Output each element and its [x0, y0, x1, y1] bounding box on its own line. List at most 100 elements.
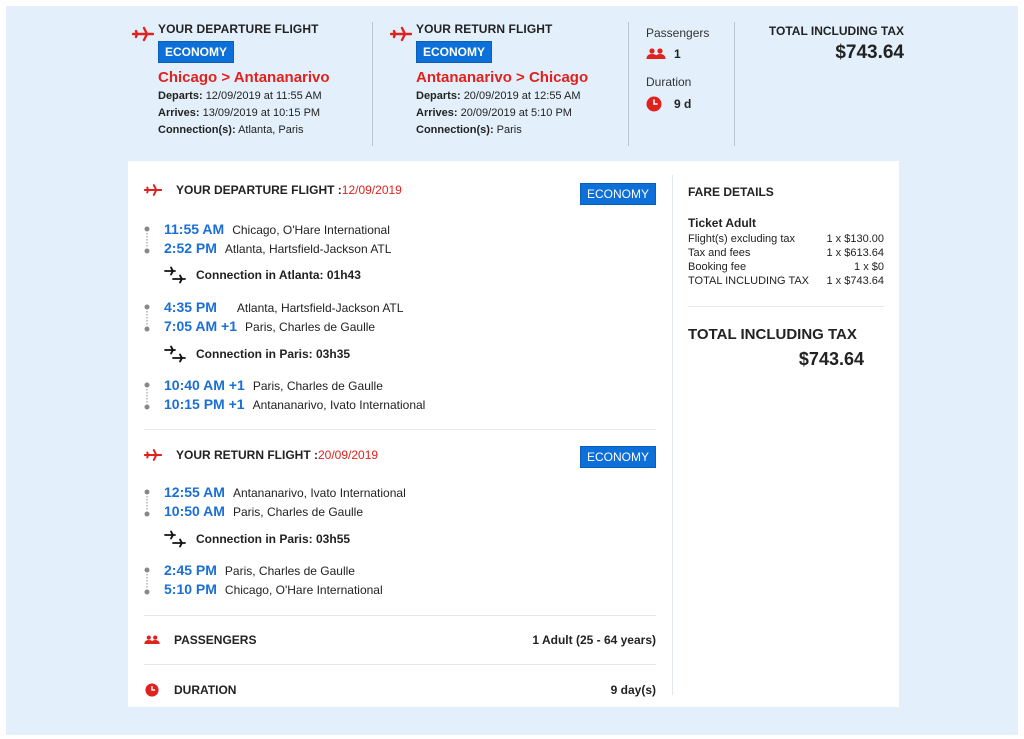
departure-place: Antananarivo, Ivato International: [232, 486, 406, 500]
arrival-time: 5:10 PM: [164, 581, 217, 597]
arrival-place: Chicago, O'Hare International: [224, 583, 383, 597]
plane-icon: [144, 184, 162, 196]
arrival-place: Paris, Charles de Gaulle: [232, 505, 364, 519]
connection-info: Connection in Paris: 03h55: [164, 530, 350, 548]
duration-value: 9 d: [674, 97, 692, 111]
departs-label: Departs:: [158, 90, 203, 102]
return-section-header: YOUR RETURN FLIGHT : 20/09/2019: [144, 448, 378, 462]
divider: [688, 306, 884, 307]
arrival-time: 10:50 AM: [164, 503, 225, 519]
departure-route: Chicago > Antananarivo: [158, 69, 330, 86]
connections-label: Connection(s):: [416, 124, 494, 136]
connection-text: Connection in Atlanta: 01h43: [196, 268, 361, 282]
departure-time: 10:40 AM +1: [164, 377, 245, 393]
plane-icon: [132, 26, 154, 42]
fare-total-amount: $743.64: [798, 349, 864, 369]
departure-time: 11:55 AM: [164, 221, 225, 237]
departure-time: 12:55 AM: [164, 484, 225, 500]
plane-icon: [144, 449, 162, 461]
arrival-time: 2:52 PM: [164, 240, 217, 256]
passengers-row: PASSENGERS 1 Adult (25 - 64 years): [144, 630, 656, 650]
duration-row: DURATION 9 day(s): [144, 680, 656, 700]
clock-icon: [145, 683, 159, 697]
connections-value: Paris: [496, 124, 522, 136]
arrives-value: 13/09/2019 at 10:15 PM: [202, 107, 321, 119]
section-title: YOUR RETURN FLIGHT :: [176, 448, 318, 462]
fare-row-value: 1 x $743.64: [826, 275, 885, 287]
connection-text: Connection in Paris: 03h35: [196, 347, 351, 361]
departure-summary-title: YOUR DEPARTURE FLIGHT: [158, 22, 319, 36]
users-icon: [144, 635, 160, 644]
arrival-time: 7:05 AM +1: [164, 318, 238, 334]
departure-meta: Departs: 12/09/2019 at 11:55 AM Arrives:…: [158, 88, 378, 139]
departure-place: Chicago, O'Hare International: [232, 223, 390, 237]
fare-row-value: 1 x $0: [854, 261, 884, 273]
divider: [144, 615, 656, 616]
fare-title: FARE DETAILS: [688, 185, 774, 199]
connection-icon: [164, 530, 186, 548]
duration-label: DURATION: [174, 683, 237, 697]
departure-place: Paris, Charles de Gaulle: [224, 564, 355, 578]
connection-icon: [164, 266, 186, 284]
fare-row: Booking fee 1 x $0: [688, 260, 884, 274]
cabin-badge: ECONOMY: [579, 446, 656, 468]
fare-row-label: Booking fee: [688, 261, 747, 273]
route-dots-icon: [144, 304, 150, 332]
passengers-duration-summary: Passengers 1 Duration 9 d: [646, 26, 736, 112]
route-dots-icon: [144, 226, 150, 254]
departs-value: 20/09/2019 at 12:55 AM: [463, 90, 581, 102]
divider: [144, 664, 656, 665]
fare-row-label: Tax and fees: [688, 247, 751, 259]
passengers-label: Passengers: [646, 26, 710, 40]
fare-row-value: 1 x $613.64: [826, 247, 885, 259]
passengers-label: PASSENGERS: [174, 633, 257, 647]
cabin-badge: ECONOMY: [579, 183, 656, 205]
departure-place: Atlanta, Hartsfield-Jackson ATL: [236, 301, 404, 315]
fare-row: Tax and fees 1 x $613.64: [688, 246, 884, 260]
booking-summary-page: YOUR DEPARTURE FLIGHT ECONOMY Chicago > …: [6, 6, 1018, 735]
column-divider: [672, 175, 673, 695]
arrival-place: Atlanta, Hartsfield-Jackson ATL: [224, 242, 392, 256]
arrival-time: 10:15 PM +1: [164, 396, 245, 412]
cabin-badge: ECONOMY: [416, 41, 493, 63]
return-meta: Departs: 20/09/2019 at 12:55 AM Arrives:…: [416, 88, 636, 139]
departure-time: 2:45 PM: [164, 562, 217, 578]
departs-label: Departs:: [416, 90, 461, 102]
itinerary-card: YOUR DEPARTURE FLIGHT : 12/09/2019 ECONO…: [128, 161, 899, 707]
arrival-place: Antananarivo, Ivato International: [252, 398, 426, 412]
arrives-label: Arrives:: [158, 107, 200, 119]
total-summary: TOTAL INCLUDING TAX $743.64: [746, 24, 904, 64]
fare-breakdown: Flight(s) excluding tax 1 x $130.00 Tax a…: [688, 232, 884, 288]
plane-icon: [390, 26, 412, 42]
section-date: 20/09/2019: [318, 448, 379, 462]
fare-row: TOTAL INCLUDING TAX 1 x $743.64: [688, 274, 884, 288]
duration-value: 9 day(s): [610, 683, 656, 697]
divider: [144, 429, 656, 430]
fare-row-label: Flight(s) excluding tax: [688, 233, 795, 245]
route-dots-icon: [144, 382, 150, 410]
return-summary-title: YOUR RETURN FLIGHT: [416, 22, 553, 36]
divider: [372, 22, 373, 146]
return-route: Antananarivo > Chicago: [416, 69, 589, 86]
fare-subtitle: Ticket Adult: [688, 216, 757, 230]
departs-value: 12/09/2019 at 11:55 AM: [205, 90, 322, 102]
connections-label: Connection(s):: [158, 124, 236, 136]
total-amount: $743.64: [835, 42, 904, 63]
departure-time: 4:35 PM: [164, 299, 217, 315]
departure-place: Paris, Charles de Gaulle: [252, 379, 383, 393]
connections-value: Atlanta, Paris: [238, 124, 304, 136]
section-date: 12/09/2019: [341, 183, 402, 197]
clock-icon: [646, 96, 662, 112]
fare-row: Flight(s) excluding tax 1 x $130.00: [688, 232, 884, 246]
passengers-value: 1 Adult (25 - 64 years): [532, 633, 656, 647]
section-title: YOUR DEPARTURE FLIGHT :: [176, 183, 342, 197]
connection-text: Connection in Paris: 03h55: [196, 532, 351, 546]
departure-section-header: YOUR DEPARTURE FLIGHT : 12/09/2019: [144, 183, 402, 197]
arrives-value: 20/09/2019 at 5:10 PM: [460, 107, 572, 119]
connection-info: Connection in Atlanta: 01h43: [164, 266, 361, 284]
arrives-label: Arrives:: [416, 107, 458, 119]
duration-label: Duration: [646, 75, 692, 89]
connection-icon: [164, 345, 186, 363]
passengers-count: 1: [674, 47, 681, 61]
cabin-badge: ECONOMY: [158, 41, 235, 63]
